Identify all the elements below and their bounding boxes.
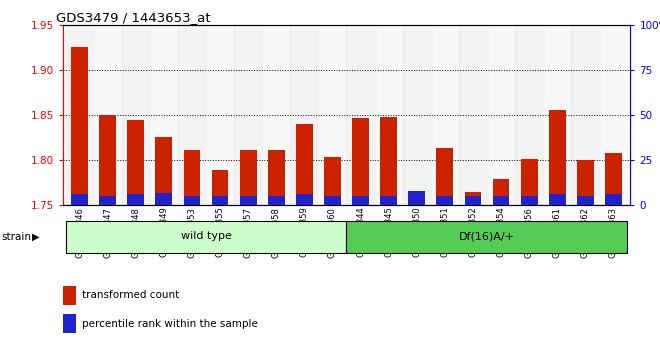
Bar — [605, 194, 622, 205]
Bar — [127, 120, 144, 205]
Text: strain: strain — [1, 232, 31, 242]
Text: wild type: wild type — [181, 232, 232, 241]
Bar — [572, 25, 599, 205]
Bar — [65, 25, 94, 205]
Text: transformed count: transformed count — [82, 290, 180, 300]
Bar — [63, 286, 76, 305]
Bar — [380, 196, 397, 205]
Bar — [318, 25, 346, 205]
Text: ▶: ▶ — [32, 232, 39, 242]
Bar — [268, 150, 284, 205]
Bar — [121, 25, 150, 205]
Bar — [346, 25, 375, 205]
Bar — [63, 314, 76, 333]
Bar — [324, 196, 341, 205]
Bar — [234, 25, 262, 205]
Bar — [127, 194, 144, 205]
Bar — [436, 148, 453, 205]
Bar — [577, 196, 594, 205]
Text: GDS3479 / 1443653_at: GDS3479 / 1443653_at — [56, 11, 211, 24]
Bar — [183, 196, 201, 205]
Bar — [324, 156, 341, 205]
Bar — [492, 196, 510, 205]
Bar — [409, 196, 425, 205]
Bar — [403, 25, 431, 205]
Bar — [240, 196, 257, 205]
Bar — [515, 25, 543, 205]
Bar — [492, 179, 510, 205]
Bar — [409, 191, 425, 205]
Text: percentile rank within the sample: percentile rank within the sample — [82, 319, 258, 329]
Bar — [521, 159, 538, 205]
Bar — [240, 150, 257, 205]
Bar — [487, 25, 515, 205]
Bar — [465, 196, 481, 205]
Bar — [352, 196, 369, 205]
Bar — [599, 25, 628, 205]
Bar — [99, 115, 116, 205]
Bar — [290, 25, 318, 205]
Bar — [94, 25, 121, 205]
Bar — [296, 194, 313, 205]
Bar — [99, 196, 116, 205]
Bar — [212, 196, 228, 205]
Bar — [155, 193, 172, 205]
Bar — [183, 150, 201, 205]
Bar — [178, 25, 206, 205]
Bar — [431, 25, 459, 205]
Bar — [296, 124, 313, 205]
Bar — [549, 110, 566, 205]
Bar — [577, 160, 594, 205]
Bar — [212, 170, 228, 205]
Bar — [543, 25, 572, 205]
Bar — [521, 196, 538, 205]
Bar — [150, 25, 178, 205]
Bar — [352, 118, 369, 205]
Bar — [549, 194, 566, 205]
Bar — [436, 196, 453, 205]
Bar — [346, 221, 628, 253]
Bar — [206, 25, 234, 205]
Bar — [268, 196, 284, 205]
Bar — [605, 153, 622, 205]
Bar — [375, 25, 403, 205]
Bar — [459, 25, 487, 205]
Bar — [155, 137, 172, 205]
Bar — [71, 194, 88, 205]
Bar — [71, 47, 88, 205]
Bar — [465, 192, 481, 205]
Bar — [262, 25, 290, 205]
Bar — [380, 117, 397, 205]
Bar — [65, 221, 346, 253]
Text: Df(16)A/+: Df(16)A/+ — [459, 232, 515, 241]
